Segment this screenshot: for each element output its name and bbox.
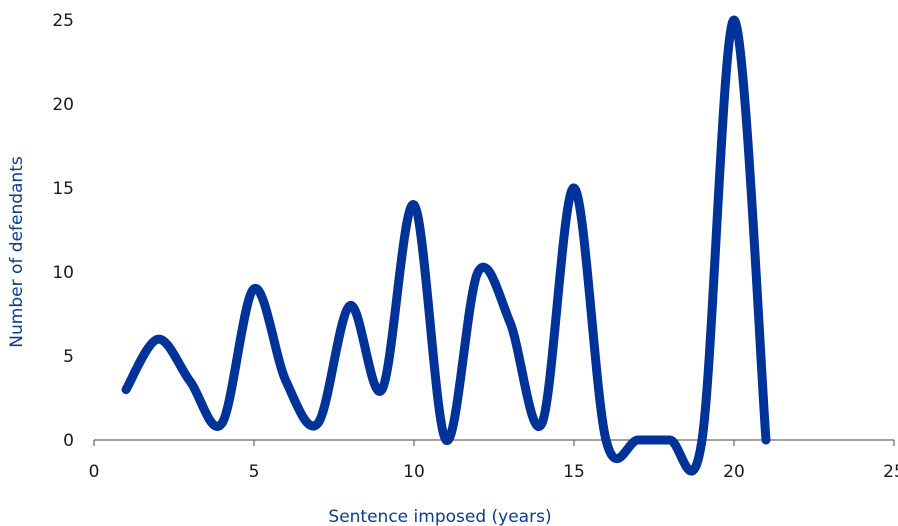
x-tick-label: 0 bbox=[89, 462, 100, 482]
x-tick-label: 10 bbox=[403, 462, 425, 482]
y-tick-label: 5 bbox=[63, 347, 74, 367]
plot-area: 0 5 10 15 20 25 0 5 10 15 20 25 bbox=[52, 11, 898, 482]
x-tick-label: 5 bbox=[249, 462, 260, 482]
y-tick-label: 15 bbox=[52, 179, 74, 199]
y-tick-label: 20 bbox=[52, 95, 74, 115]
y-axis-title: Number of defendants bbox=[7, 156, 27, 348]
x-tick-label: 20 bbox=[723, 462, 745, 482]
y-tick-label: 25 bbox=[52, 11, 74, 31]
x-axis-ticks bbox=[93, 440, 895, 446]
x-tick-label: 15 bbox=[563, 462, 585, 482]
y-tick-label: 0 bbox=[63, 431, 74, 451]
y-tick-label: 10 bbox=[52, 263, 74, 283]
x-axis-tick-labels: 0 5 10 15 20 25 bbox=[89, 462, 898, 482]
x-axis-title: Sentence imposed (years) bbox=[328, 507, 551, 526]
x-tick-label: 25 bbox=[883, 462, 898, 482]
series-line bbox=[121, 15, 771, 476]
y-axis-tick-labels: 0 5 10 15 20 25 bbox=[52, 11, 74, 451]
